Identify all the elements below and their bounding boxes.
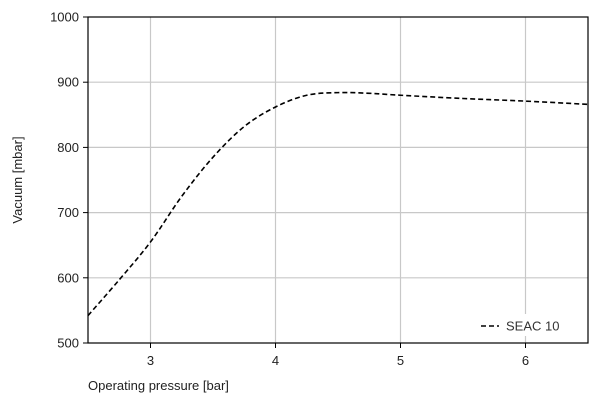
grid [88,17,588,343]
y-tick-label: 900 [57,75,79,90]
y-tick-label: 800 [57,140,79,155]
plot-background [88,17,588,343]
plot-border [87,16,589,344]
legend-box [472,314,580,336]
y-tick-label: 500 [57,336,79,351]
x-tick-label: 3 [147,353,154,368]
y-axis-title: Vacuum [mbar] [10,136,25,223]
y-tick-label: 700 [57,205,79,220]
x-tick-label: 4 [272,353,279,368]
legend: SEAC 10 [472,314,580,336]
tick-labels: 3 4 5 6 500 600 700 800 900 1000 [50,10,529,369]
y-tick-label: 600 [57,270,79,285]
x-tick-label: 5 [397,353,404,368]
y-tick-label: 1000 [50,10,79,25]
legend-label-seac-10: SEAC 10 [506,319,559,334]
series-layer [87,91,589,317]
x-axis-title: Operating pressure [bar] [88,378,229,393]
x-tick-label: 6 [522,353,529,368]
plot-frame [83,16,589,348]
series-line-seac-10 [87,91,589,317]
